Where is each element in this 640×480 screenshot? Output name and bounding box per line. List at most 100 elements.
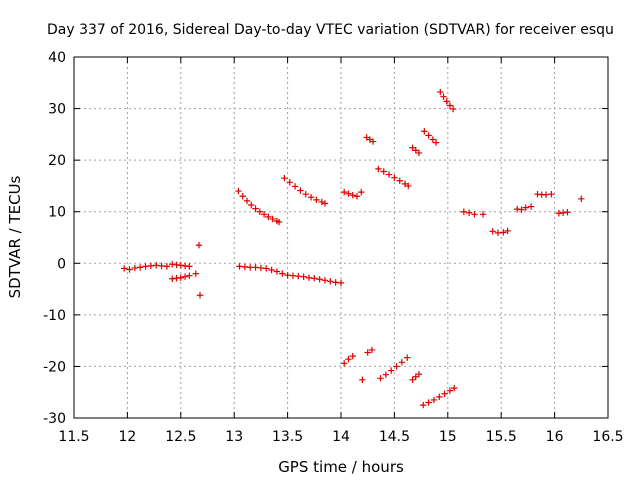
x-tick-label: 15 bbox=[439, 429, 457, 445]
data-point bbox=[415, 149, 423, 157]
data-point bbox=[359, 376, 366, 384]
y-tick-label: 40 bbox=[48, 50, 66, 66]
series-arc-15 bbox=[489, 227, 511, 237]
series-arc-2 bbox=[169, 261, 193, 270]
data-point bbox=[396, 177, 403, 184]
data-point bbox=[281, 174, 288, 182]
data-point bbox=[260, 211, 268, 218]
data-point bbox=[412, 373, 419, 380]
data-point bbox=[196, 292, 204, 299]
data-point bbox=[443, 98, 450, 105]
data-point bbox=[316, 276, 323, 283]
y-tick-label: 20 bbox=[48, 153, 66, 169]
data-point bbox=[236, 263, 243, 270]
data-point bbox=[494, 229, 502, 237]
data-point bbox=[147, 262, 155, 270]
data-point bbox=[500, 229, 507, 236]
series-arc-4 bbox=[195, 242, 204, 299]
data-point bbox=[131, 264, 139, 272]
data-point bbox=[263, 265, 270, 272]
x-tick-label: 13.5 bbox=[272, 429, 303, 445]
data-point bbox=[137, 264, 144, 271]
data-point bbox=[446, 387, 454, 394]
x-tick-label: 13 bbox=[225, 429, 243, 445]
data-point bbox=[451, 384, 458, 392]
axis-ticks bbox=[73, 56, 609, 419]
y-axis-title: SDTVAR / TECUs bbox=[6, 175, 24, 298]
series-arc-16 bbox=[514, 203, 535, 213]
x-tick-label: 16.5 bbox=[592, 429, 623, 445]
data-point bbox=[186, 272, 193, 279]
data-point bbox=[542, 191, 550, 198]
y-tick-labels: -30 -20 -10 0 10 20 30 40 bbox=[43, 50, 66, 427]
data-point bbox=[465, 209, 473, 216]
data-points bbox=[120, 88, 585, 409]
data-point bbox=[425, 399, 432, 406]
x-tick-label: 12.5 bbox=[165, 429, 196, 445]
data-point bbox=[345, 356, 352, 363]
data-point bbox=[235, 187, 242, 195]
data-point bbox=[318, 198, 325, 206]
data-point bbox=[353, 193, 361, 200]
data-point bbox=[393, 363, 400, 370]
data-point bbox=[548, 190, 555, 198]
data-point bbox=[192, 270, 199, 277]
data-point bbox=[341, 360, 348, 367]
data-point bbox=[291, 183, 299, 190]
data-point bbox=[460, 208, 468, 215]
data-point bbox=[313, 196, 320, 204]
data-point bbox=[425, 132, 432, 139]
data-point bbox=[247, 264, 254, 271]
data-point bbox=[429, 136, 437, 143]
data-point bbox=[366, 136, 374, 143]
series-arc-21 bbox=[359, 376, 366, 384]
x-tick-label: 14 bbox=[332, 429, 350, 445]
data-point bbox=[345, 190, 352, 197]
data-point bbox=[311, 275, 318, 282]
x-tick-labels: 11.5 12 12.5 13 13.5 14 14.5 15 15.5 16 16.5 bbox=[58, 429, 623, 445]
data-point bbox=[385, 171, 393, 178]
series-arc-12 bbox=[421, 128, 440, 146]
data-point bbox=[440, 93, 447, 100]
data-point bbox=[177, 274, 184, 281]
data-point bbox=[321, 200, 329, 207]
y-tick-label: -20 bbox=[43, 359, 66, 375]
series-arc-5 bbox=[235, 187, 283, 226]
series-arc-10 bbox=[375, 165, 412, 190]
data-point bbox=[300, 273, 307, 280]
x-tick-label: 11.5 bbox=[58, 429, 89, 445]
data-point bbox=[241, 263, 249, 271]
data-point bbox=[377, 375, 384, 382]
data-point bbox=[286, 179, 293, 186]
data-point bbox=[341, 188, 348, 196]
series-arc-11 bbox=[409, 144, 423, 157]
data-point bbox=[163, 263, 171, 270]
data-point bbox=[479, 211, 487, 218]
data-point bbox=[380, 168, 387, 175]
data-point bbox=[252, 264, 259, 271]
data-point bbox=[420, 401, 427, 409]
data-point bbox=[415, 370, 423, 378]
data-point bbox=[527, 203, 535, 210]
data-point bbox=[120, 265, 128, 272]
data-point bbox=[387, 367, 395, 374]
data-point bbox=[432, 139, 440, 146]
series-arc-1 bbox=[120, 262, 171, 273]
y-tick-label: 30 bbox=[48, 102, 66, 118]
data-point bbox=[368, 346, 376, 354]
data-point bbox=[257, 264, 265, 272]
x-tick-label: 16 bbox=[546, 429, 564, 445]
data-point bbox=[289, 272, 297, 279]
data-point bbox=[358, 188, 365, 196]
series-arc-25 bbox=[420, 384, 458, 409]
data-point bbox=[158, 262, 165, 270]
y-tick-label: 10 bbox=[48, 205, 66, 221]
data-point bbox=[307, 194, 315, 201]
data-point bbox=[504, 227, 511, 234]
data-point bbox=[248, 201, 255, 209]
grid-lines bbox=[74, 57, 608, 418]
data-point bbox=[327, 278, 334, 285]
data-point bbox=[446, 102, 454, 109]
data-point bbox=[412, 147, 419, 154]
data-point bbox=[256, 208, 264, 215]
